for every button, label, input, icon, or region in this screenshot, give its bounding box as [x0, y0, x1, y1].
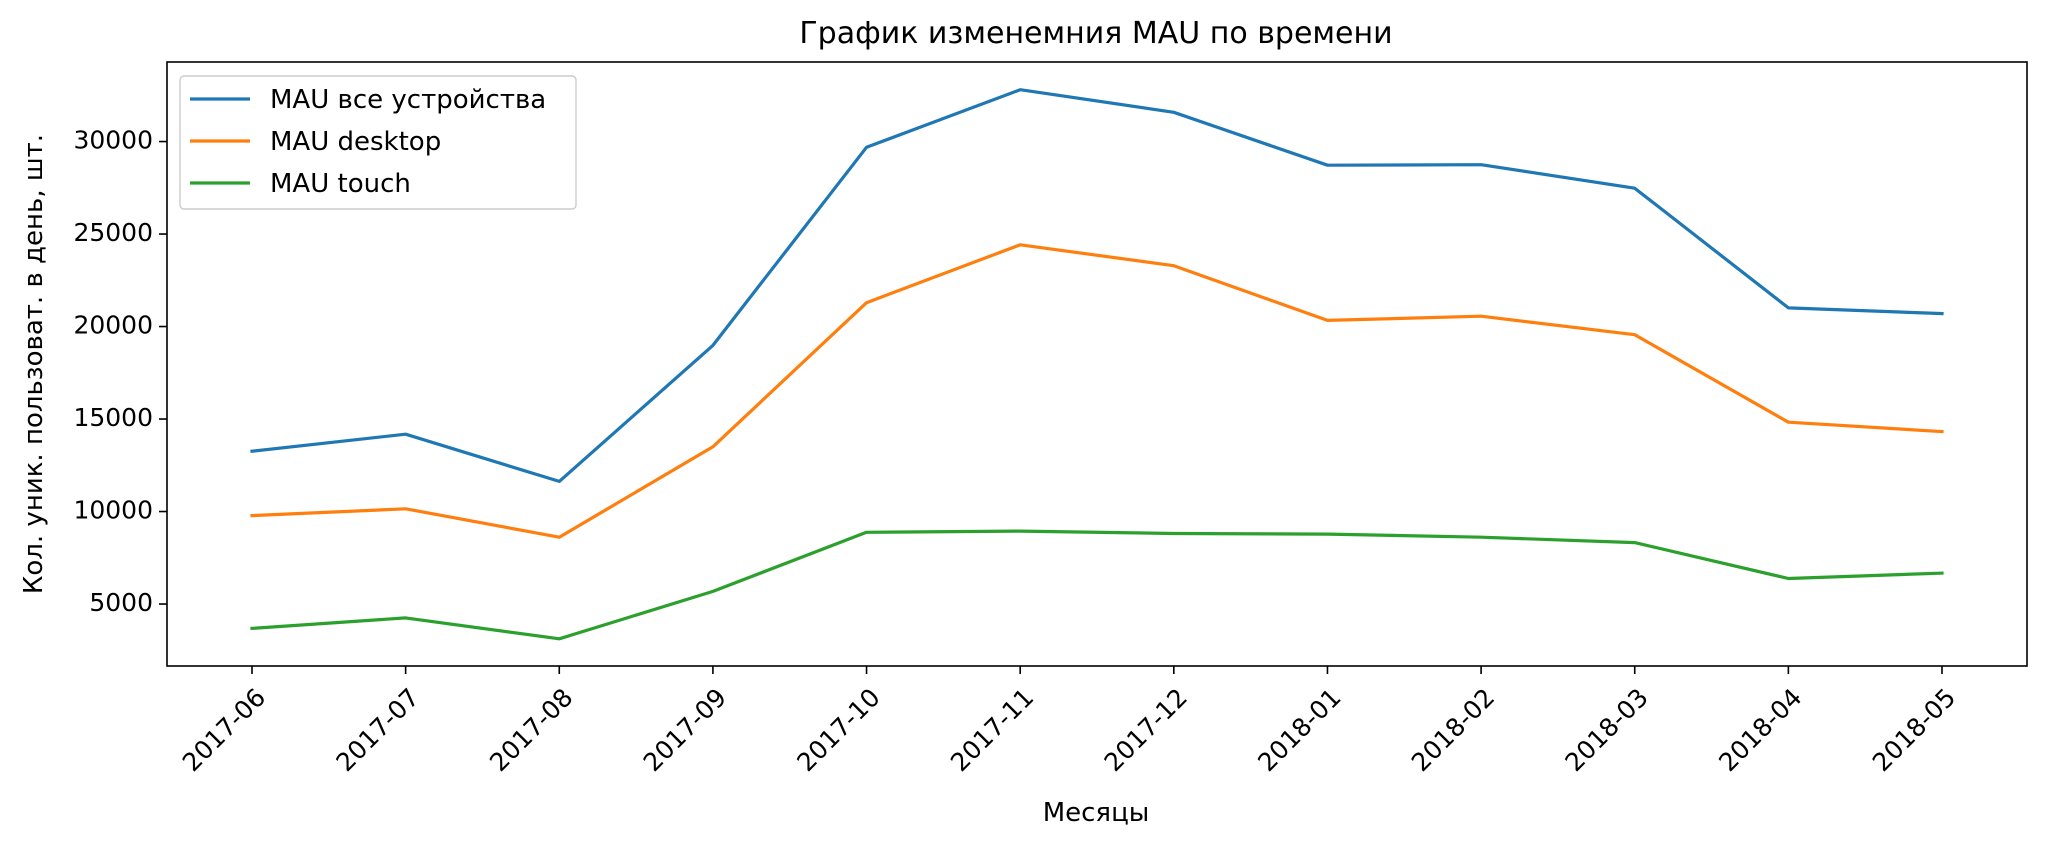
x-axis-label: Месяцы: [1043, 798, 1150, 828]
legend-label-1: MAU desktop: [270, 127, 441, 157]
y-tick-label: 5000: [89, 588, 153, 617]
y-tick-label: 10000: [73, 496, 153, 525]
y-tick-label: 30000: [73, 126, 153, 155]
y-axis-label: Кол. уник. пользоват. в день, шт.: [19, 134, 49, 594]
legend-label-2: MAU touch: [270, 169, 411, 199]
legend-label-0: MAU все устройства: [270, 85, 546, 115]
chart-title: График изменемния MAU по времени: [799, 16, 1392, 51]
y-tick-label: 25000: [73, 218, 153, 247]
legend: MAU все устройства MAU desktop MAU touch: [180, 76, 576, 209]
y-tick-label: 15000: [73, 403, 153, 432]
y-tick-label: 20000: [73, 311, 153, 340]
